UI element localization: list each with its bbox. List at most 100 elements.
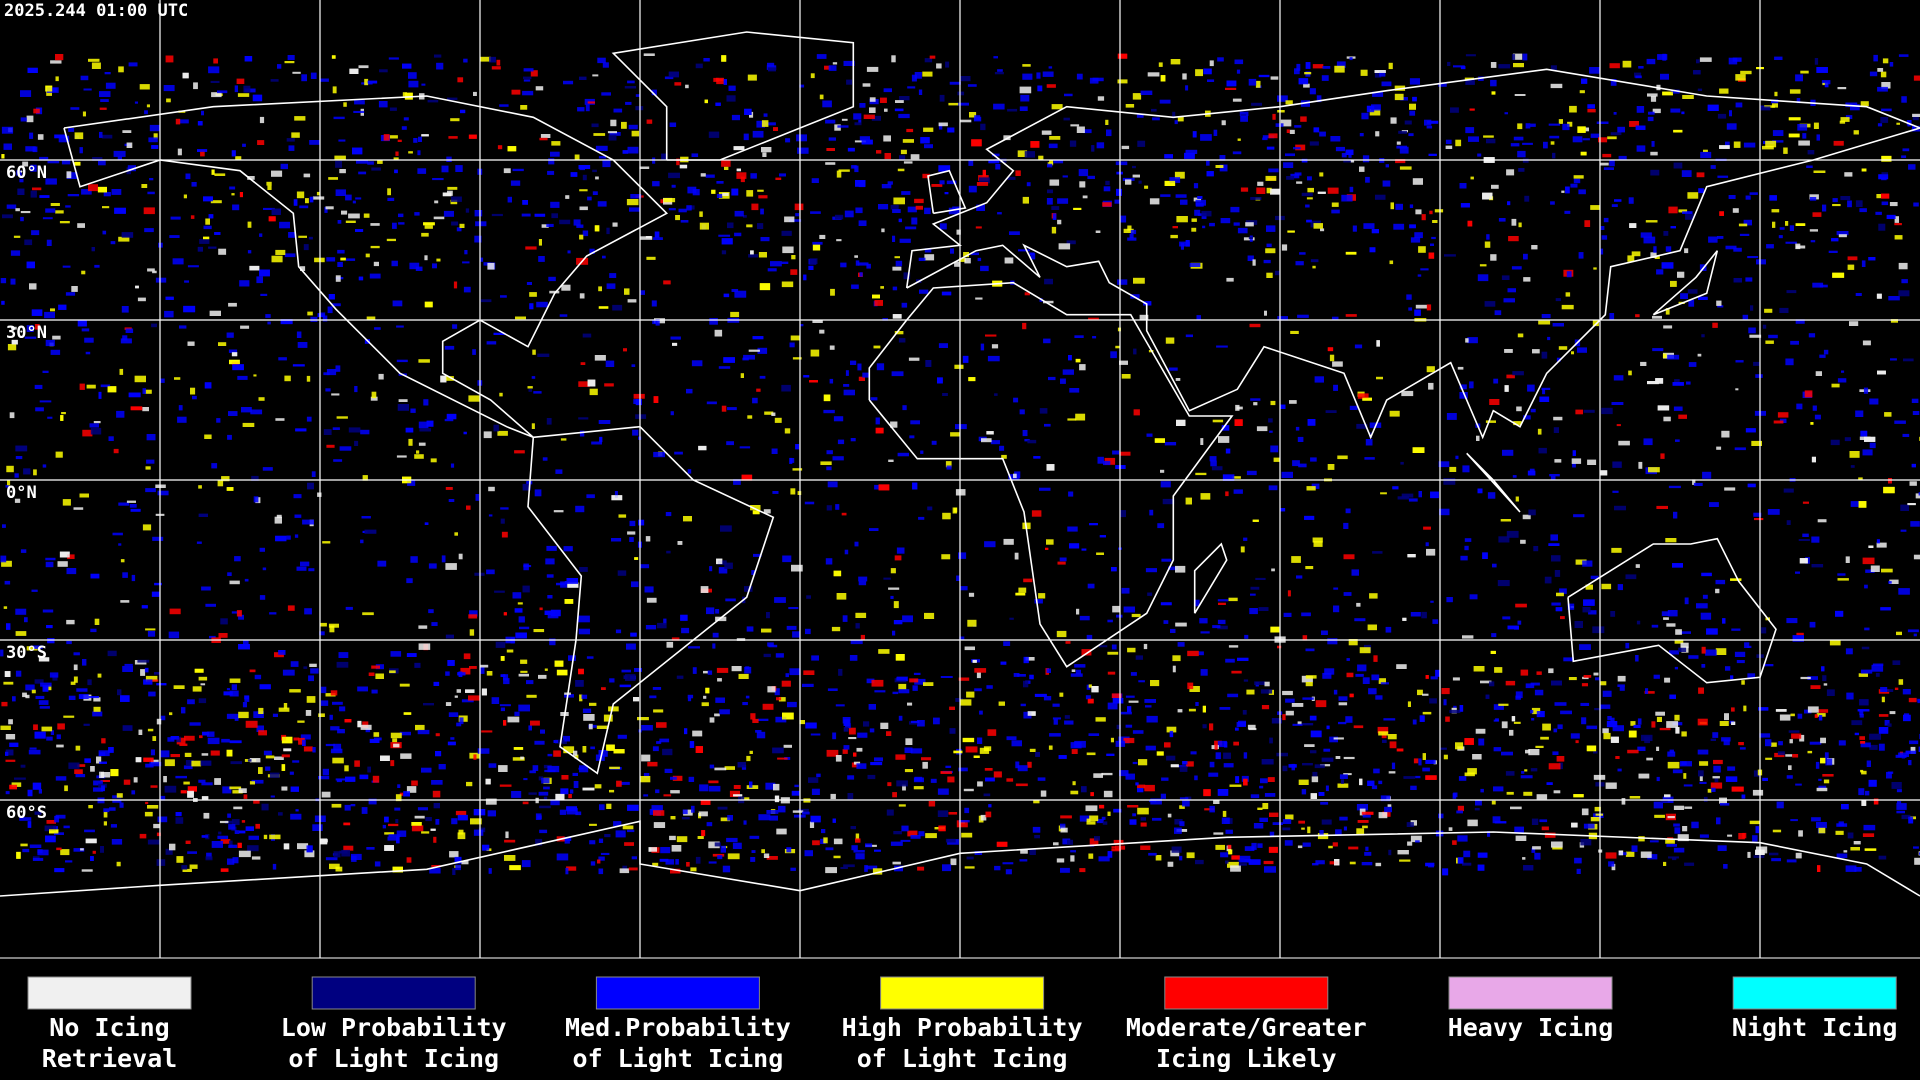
icing-speck <box>709 318 718 325</box>
icing-speck <box>1666 623 1676 627</box>
icing-speck <box>521 860 531 868</box>
icing-speck <box>1136 114 1144 118</box>
icing-speck <box>767 686 776 693</box>
icing-speck <box>1309 141 1319 146</box>
icing-speck <box>703 58 710 62</box>
icing-speck <box>169 843 176 851</box>
icing-speck <box>1901 155 1907 158</box>
icing-speck <box>1397 496 1410 500</box>
icing-speck <box>909 678 919 683</box>
icing-speck <box>432 790 441 798</box>
icing-speck <box>295 428 307 432</box>
icing-speck <box>578 417 589 420</box>
icing-speck <box>227 434 232 440</box>
icing-speck <box>732 842 742 849</box>
icing-speck <box>1271 718 1282 724</box>
icing-speck <box>1467 337 1478 344</box>
icing-speck <box>714 713 720 717</box>
icing-speck <box>73 507 84 510</box>
icing-speck <box>583 714 595 721</box>
icing-speck <box>1527 384 1535 392</box>
icing-speck <box>1880 117 1889 123</box>
icing-speck <box>1766 244 1774 249</box>
icing-speck <box>421 83 426 86</box>
icing-speck <box>946 465 952 470</box>
icing-speck <box>160 378 165 383</box>
icing-speck <box>1609 160 1615 167</box>
icing-speck <box>601 687 606 690</box>
icing-speck <box>147 679 159 682</box>
icing-speck <box>670 776 677 780</box>
icing-speck <box>1845 115 1853 119</box>
icing-speck <box>170 754 180 758</box>
icing-speck <box>1901 814 1911 820</box>
icing-speck <box>1772 221 1776 228</box>
icing-speck <box>497 145 503 150</box>
icing-speck <box>802 683 814 687</box>
icing-speck <box>86 384 96 389</box>
icing-speck <box>59 221 70 224</box>
icing-speck <box>1701 334 1705 338</box>
icing-speck <box>1268 846 1278 853</box>
icing-speck <box>1199 618 1208 624</box>
icing-speck <box>1019 86 1032 94</box>
icing-speck <box>500 507 509 510</box>
icing-speck <box>76 688 88 692</box>
icing-speck <box>45 208 56 213</box>
icing-speck <box>318 713 325 717</box>
icing-speck <box>1048 376 1056 381</box>
icing-speck <box>278 812 283 816</box>
icing-speck <box>444 345 455 350</box>
icing-speck <box>1447 61 1451 66</box>
icing-speck <box>555 469 563 474</box>
icing-speck <box>1684 862 1695 866</box>
icing-speck <box>1588 610 1597 615</box>
icing-speck <box>1580 839 1592 846</box>
icing-speck <box>339 706 346 712</box>
icing-speck <box>708 861 717 864</box>
icing-speck <box>942 512 951 520</box>
icing-speck <box>886 731 892 736</box>
icing-speck <box>760 208 764 215</box>
icing-speck <box>1744 642 1750 648</box>
icing-speck <box>238 614 244 620</box>
icing-speck <box>1786 775 1793 779</box>
icing-speck <box>1777 412 1789 418</box>
icing-speck <box>1138 759 1148 766</box>
icing-speck <box>1225 87 1237 90</box>
icing-speck <box>835 704 845 707</box>
icing-speck <box>154 582 162 586</box>
icing-speck <box>1573 175 1584 179</box>
icing-speck <box>1898 290 1910 297</box>
icing-speck <box>729 790 740 797</box>
icing-speck <box>275 249 286 255</box>
icing-speck <box>751 570 756 575</box>
icing-speck <box>1418 246 1426 253</box>
icing-speck <box>331 393 340 396</box>
icing-speck <box>393 743 400 748</box>
icing-speck <box>1672 769 1683 774</box>
icing-speck <box>1357 393 1369 399</box>
icing-speck <box>1595 813 1603 816</box>
icing-speck <box>466 505 471 510</box>
icing-speck <box>1143 643 1148 650</box>
icing-speck <box>859 103 866 108</box>
icing-speck <box>457 77 464 83</box>
icing-speck <box>1876 194 1881 199</box>
icing-speck <box>1809 229 1818 232</box>
icing-speck <box>692 730 703 737</box>
icing-speck <box>627 804 639 811</box>
icing-speck <box>892 861 901 865</box>
icing-speck <box>365 728 371 733</box>
icing-speck <box>118 236 130 242</box>
icing-speck <box>1244 846 1255 851</box>
icing-speck <box>1033 800 1040 804</box>
icing-speck <box>1810 422 1814 425</box>
icing-speck <box>145 466 151 470</box>
icing-speck <box>1837 87 1847 90</box>
icing-speck <box>1788 765 1792 770</box>
icing-speck <box>118 66 124 73</box>
icing-speck <box>1068 491 1074 497</box>
icing-speck <box>1111 846 1116 849</box>
icing-speck <box>1649 840 1659 843</box>
